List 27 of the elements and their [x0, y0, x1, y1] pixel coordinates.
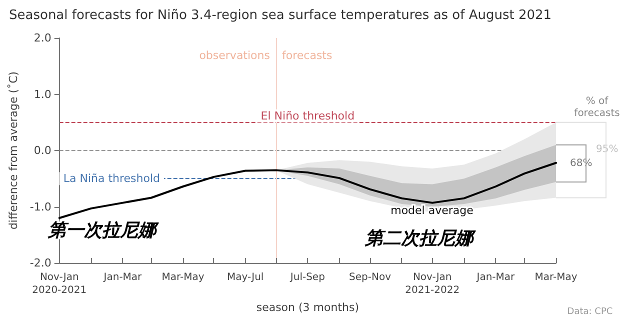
- ref-line-label: El Niño threshold: [260, 109, 355, 122]
- y-tick-label: 1.0: [34, 88, 52, 101]
- x-tick-label: Jan-Mar: [476, 272, 516, 283]
- annotation: forecasts: [282, 48, 332, 62]
- x-tick-label: Mar-May: [162, 272, 204, 283]
- y-tick-label: 2.0: [34, 32, 52, 44]
- text: % of forecasts: [574, 96, 620, 119]
- x-axis-title: season (3 months): [256, 300, 360, 314]
- x-tick-label: Jul-Sep: [289, 272, 325, 283]
- x-tick-label: Sep-Nov: [349, 272, 392, 283]
- x-tick-label: May-Jul: [226, 272, 264, 283]
- annotation: 第一次拉尼娜: [47, 220, 159, 241]
- x-tick-label: Mar-May: [534, 272, 578, 283]
- y-tick-label: -1.0: [30, 200, 52, 214]
- y-tick-label: -2.0: [30, 256, 52, 270]
- line-series: [58, 162, 557, 219]
- text: Data: CPC: [567, 307, 613, 317]
- annotation: 第二次拉尼娜: [364, 228, 476, 249]
- ref-line-label: La Niña threshold: [63, 172, 160, 186]
- y-axis-title: difference from average (˚C): [7, 71, 20, 230]
- x-tick-label: Jan-Mar: [102, 272, 143, 283]
- y-tick-label: 0.0: [34, 144, 52, 157]
- x-tick-label: Nov-Jan 2021-2022: [405, 272, 460, 296]
- chart-title: Seasonal forecasts for Niño 3.4-region sea surface temperatures as of August 2021: [9, 8, 552, 23]
- annotation: observations: [199, 48, 270, 62]
- x-tick-label: Nov-Jan 2020-2021: [32, 272, 87, 296]
- annotation: model average: [390, 204, 474, 217]
